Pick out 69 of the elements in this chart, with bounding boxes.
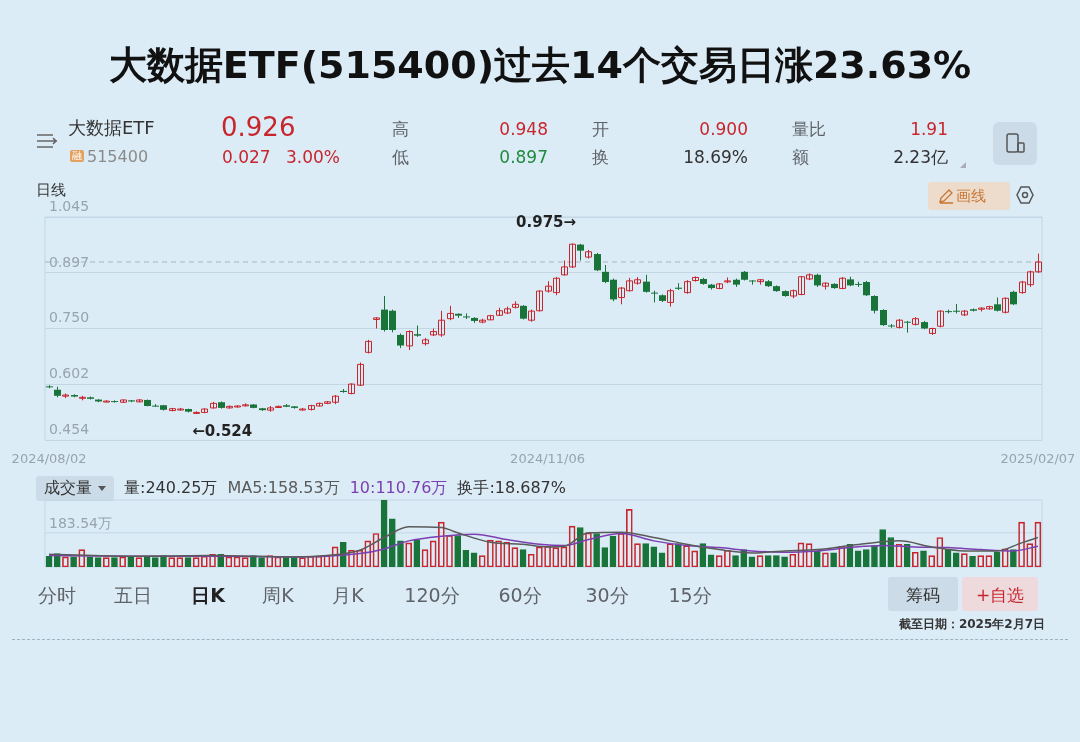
- text: 大数据ETF: [68, 117, 155, 139]
- text: 30分: [585, 584, 629, 607]
- bar: [397, 540, 404, 567]
- y-tick-label: 1.045: [49, 197, 90, 214]
- text: 额: [792, 147, 809, 168]
- x-tick-label: 2024/11/06: [510, 450, 586, 466]
- text: 2.23亿: [893, 147, 948, 168]
- bar: [593, 533, 600, 567]
- text: 画线: [956, 187, 986, 205]
- text: 低: [392, 147, 409, 168]
- bar: [732, 555, 739, 567]
- bar: [871, 545, 878, 567]
- text: 515400: [87, 147, 149, 167]
- text: 截至日期：2025年2月7日: [898, 617, 1045, 632]
- text: 筹码: [906, 585, 940, 606]
- text: 0.897: [499, 147, 548, 168]
- y-tick-label: 0.897: [49, 253, 90, 270]
- text: 月K: [332, 584, 364, 607]
- text: 换: [592, 147, 609, 168]
- text: 分时: [38, 584, 76, 607]
- bar: [601, 547, 609, 567]
- text: 120分: [404, 584, 460, 607]
- text: 0.948: [499, 119, 548, 140]
- text: 高: [392, 119, 409, 140]
- text: 量比: [792, 119, 826, 140]
- bar: [862, 549, 870, 567]
- text: 换手:18.687%: [457, 478, 566, 499]
- y-tick-label: 0.602: [49, 365, 90, 382]
- ref-line-label: 183.54万: [49, 515, 112, 532]
- bar: [764, 555, 772, 567]
- text: 10:110.76万: [349, 478, 448, 499]
- bar: [675, 543, 682, 567]
- text: MA5:158.53万: [227, 478, 340, 499]
- bar: [920, 550, 927, 567]
- bar: [969, 555, 976, 567]
- bar: [879, 529, 886, 567]
- text: 60分: [498, 584, 542, 607]
- text: 0.027: [222, 147, 271, 168]
- text: 日K: [191, 584, 225, 607]
- text: 0.926: [221, 112, 296, 144]
- text: 成交量: [44, 478, 92, 499]
- text: 五日: [114, 584, 152, 607]
- annotation: ←0.524: [192, 421, 253, 440]
- text: 量:240.25万: [124, 478, 218, 499]
- text: +自选: [975, 585, 1025, 606]
- text: 1.91: [910, 119, 948, 140]
- bar: [952, 552, 960, 567]
- text: 融: [70, 150, 84, 162]
- bar: [454, 535, 462, 567]
- text: 3.00%: [286, 147, 341, 168]
- bar: [813, 550, 821, 567]
- chart-title: 大数据ETF(515400)过去14个交易日涨23.63%: [107, 42, 973, 89]
- x-tick-label: 2024/08/02: [11, 450, 87, 466]
- text: 开: [592, 119, 609, 140]
- text: 日线: [36, 181, 66, 199]
- bar: [773, 555, 780, 567]
- annotation: 0.975→: [516, 213, 577, 232]
- y-tick-label: 0.750: [49, 309, 90, 326]
- text: 18.69%: [683, 147, 748, 168]
- x-tick-label: 2025/02/07: [1000, 450, 1076, 466]
- bar: [650, 546, 658, 567]
- y-tick-label: 0.454: [49, 421, 90, 438]
- text: 0.900: [699, 119, 748, 140]
- text: 15分: [668, 584, 712, 607]
- text: 周K: [262, 584, 294, 607]
- bar: [576, 527, 584, 567]
- bar: [830, 552, 837, 567]
- bar: [642, 543, 649, 567]
- bar: [388, 518, 396, 567]
